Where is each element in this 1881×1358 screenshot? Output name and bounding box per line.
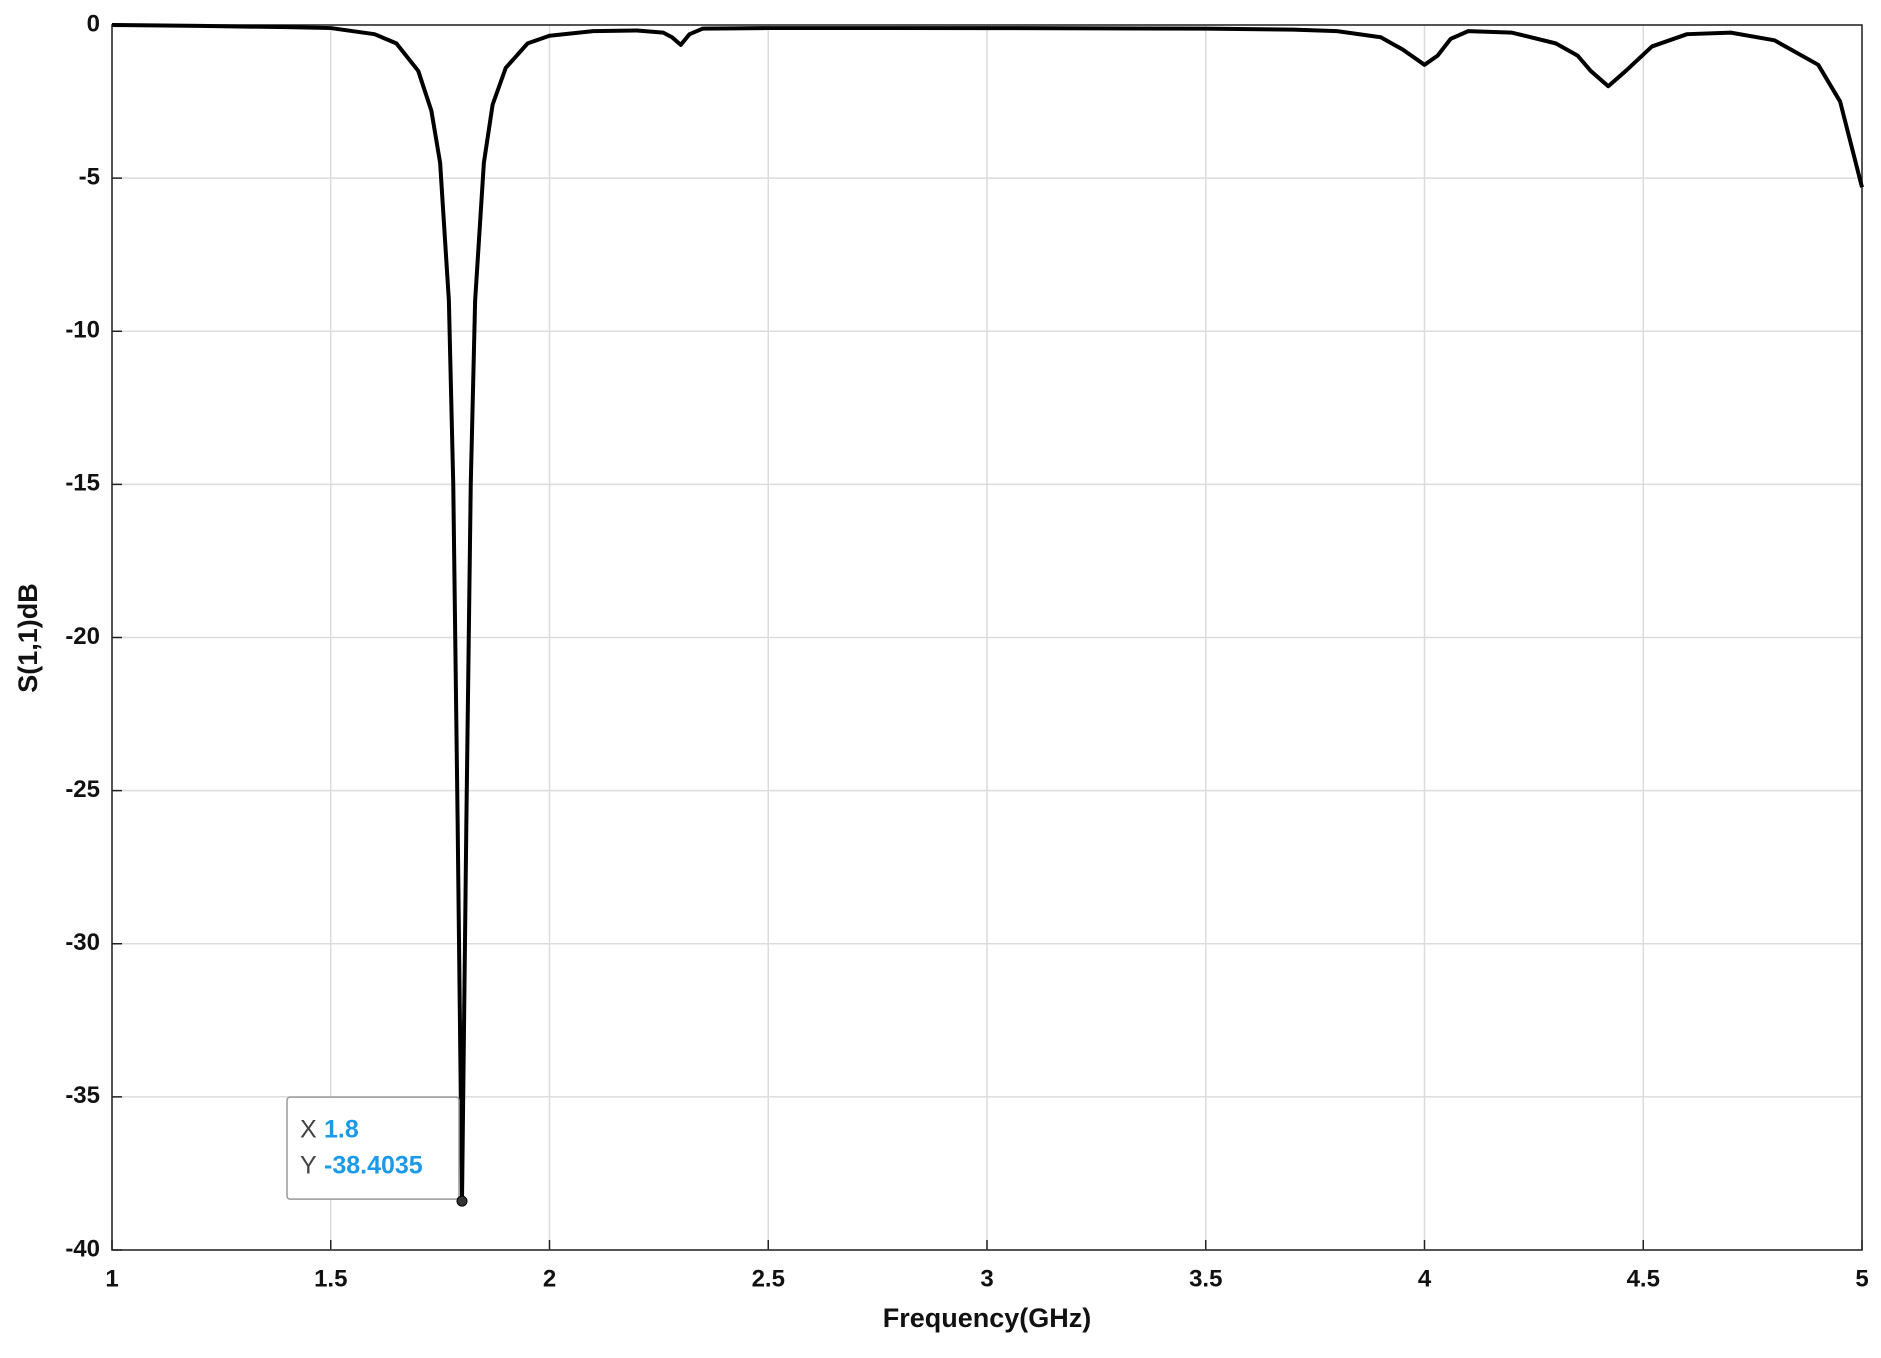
y-tick-label: -40 [65,1235,100,1262]
y-axis-label: S(1,1)dB [13,583,43,693]
data-tip-x-value: 1.8 [324,1116,359,1144]
data-tip-box [286,1096,460,1200]
x-tick-label: 1 [105,1265,118,1292]
plot-frame [111,24,1863,1251]
x-axis-label: Frequency(GHz) [883,1303,1092,1333]
x-tick-label: 4 [1418,1265,1432,1292]
x-tick-label: 3.5 [1189,1265,1222,1292]
data-tip-y-label: Y [300,1152,317,1180]
data-tip: X 1.8Y -38.4035 [286,1096,468,1207]
data-tip-marker [456,1195,468,1207]
data-tip-x-label: X [300,1116,317,1144]
y-tick-label: -35 [65,1082,100,1109]
x-tick-label: 3 [980,1265,993,1292]
y-tick-label: -25 [65,776,100,803]
x-tick-label: 2 [543,1265,556,1292]
y-tick-label: -5 [79,163,100,190]
data-line [111,23,1864,1204]
y-tick-label: 0 [87,10,100,37]
x-tick-label: 2.5 [752,1265,785,1292]
y-tick-label: -20 [65,623,100,650]
x-tick-label: 1.5 [314,1265,347,1292]
y-tick-label: -15 [65,470,100,497]
x-tick-label: 5 [1855,1265,1868,1292]
data-tip-y-value: -38.4035 [324,1152,423,1180]
x-tick-label: 4.5 [1627,1265,1660,1292]
y-tick-label: -10 [65,317,100,344]
y-tick-label: -30 [65,929,100,956]
